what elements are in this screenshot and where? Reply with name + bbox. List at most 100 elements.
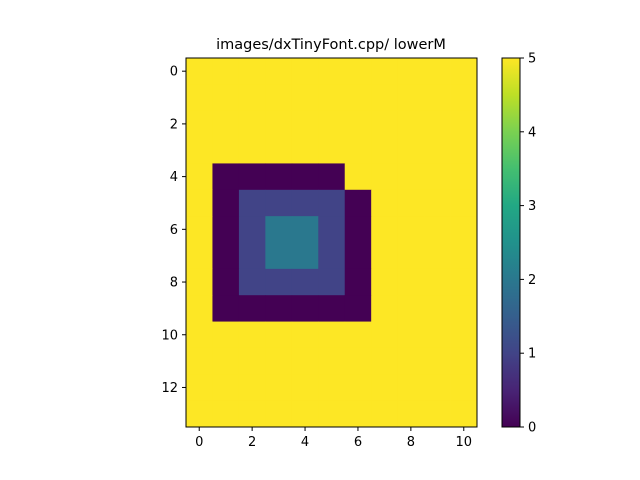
heatmap-cell: [238, 347, 266, 375]
y-tick-label: 6: [170, 223, 178, 238]
heatmap-cell: [291, 137, 319, 164]
heatmap-cell: [318, 110, 346, 138]
y-tick-label: 8: [170, 276, 178, 291]
heatmap-cell: [397, 295, 425, 322]
heatmap-cell: [397, 242, 425, 270]
heatmap-cell: [186, 321, 213, 349]
heatmap-cell: [450, 400, 478, 428]
heatmap-cell: [450, 110, 478, 138]
heatmap-cell: [291, 163, 319, 191]
heatmap-cell: [397, 137, 425, 164]
heatmap-cell: [212, 295, 240, 322]
heatmap-cell: [291, 110, 319, 138]
heatmap-cell: [265, 400, 293, 428]
heatmap-cell: [424, 321, 451, 349]
heatmap-cell: [186, 268, 213, 296]
heatmap-cell: [424, 137, 451, 164]
heatmap-cell: [186, 110, 213, 138]
heatmap-cell: [238, 295, 266, 322]
heatmap-cell: [371, 321, 399, 349]
plot-frame: [185, 57, 478, 428]
heatmap-cell: [186, 216, 213, 243]
heatmap-cell: [371, 374, 399, 402]
heatmap-cell: [291, 216, 319, 243]
heatmap-cell: [371, 58, 399, 85]
heatmap-cell: [186, 189, 213, 217]
heatmap-cell: [424, 400, 451, 428]
heatmap-cell: [186, 58, 213, 85]
y-tick-label: 0: [170, 65, 178, 80]
heatmap-cell: [397, 400, 425, 428]
heatmap-cell: [450, 58, 478, 85]
heatmap-cell: [450, 216, 478, 243]
heatmap-cell: [450, 347, 478, 375]
heatmap-cell: [450, 242, 478, 270]
heatmap-cell: [265, 84, 293, 112]
heatmap-cell: [318, 321, 346, 349]
heatmap-cell: [424, 163, 451, 191]
heatmap-cell: [212, 163, 240, 191]
heatmap-cell: [291, 374, 319, 402]
x-tick-label: 0: [195, 435, 203, 450]
heatmap-cell: [450, 374, 478, 402]
colorbar-tick-label: 3: [528, 199, 536, 214]
heatmap-cell: [238, 242, 266, 270]
heatmap-cell: [265, 216, 293, 243]
heatmap-cell: [265, 347, 293, 375]
heatmap-cell: [397, 163, 425, 191]
heatmap-cell: [238, 137, 266, 164]
heatmap-cell: [238, 163, 266, 191]
heatmap-cell: [265, 163, 293, 191]
heatmap-cell: [186, 84, 213, 112]
heatmap-cell: [318, 84, 346, 112]
colorbar-tick-label: 2: [528, 273, 536, 288]
heatmap-cell: [344, 216, 372, 243]
heatmap-cell: [371, 400, 399, 428]
heatmap-cell: [212, 189, 240, 217]
heatmap-cell: [397, 84, 425, 112]
heatmap-cell: [344, 189, 372, 217]
heatmap-cell: [318, 189, 346, 217]
heatmap-cell: [397, 268, 425, 296]
heatmap-cell: [424, 295, 451, 322]
heatmap-cells: [186, 58, 478, 428]
heatmap-cell: [238, 321, 266, 349]
y-tick-label: 10: [161, 328, 178, 343]
heatmap-cell: [371, 268, 399, 296]
x-axis: 0 2 4 6 8 10: [195, 427, 472, 450]
colorbar: [501, 57, 521, 428]
heatmap-cell: [344, 137, 372, 164]
heatmap-cell: [344, 84, 372, 112]
heatmap-cell: [424, 189, 451, 217]
heatmap-cell: [186, 347, 213, 375]
x-tick-label: 4: [301, 435, 309, 450]
heatmap-cell: [424, 374, 451, 402]
heatmap-cell: [344, 400, 372, 428]
heatmap-cell: [238, 216, 266, 243]
heatmap-cell: [318, 242, 346, 270]
heatmap-cell: [318, 58, 346, 85]
heatmap-cell: [450, 163, 478, 191]
heatmap-cell: [212, 242, 240, 270]
heatmap-cell: [291, 400, 319, 428]
heatmap-cell: [212, 137, 240, 164]
heatmap-cell: [424, 58, 451, 85]
colorbar-tick-label: 0: [528, 421, 536, 436]
heatmap-cell: [265, 321, 293, 349]
heatmap-cell: [318, 374, 346, 402]
heatmap-cell: [186, 163, 213, 191]
heatmap-cell: [265, 58, 293, 85]
heatmap-cell: [212, 347, 240, 375]
heatmap-cell: [212, 400, 240, 428]
heatmap-cell: [450, 137, 478, 164]
heatmap-cell: [238, 58, 266, 85]
heatmap-cell: [344, 242, 372, 270]
heatmap-cell: [424, 268, 451, 296]
heatmap-cell: [212, 110, 240, 138]
heatmap-cell: [186, 295, 213, 322]
heatmap-cell: [344, 295, 372, 322]
heatmap-cell: [424, 84, 451, 112]
colorbar-tick-label: 5: [528, 52, 536, 67]
colorbar-axis: 0 1 2 3 4 5: [520, 52, 536, 436]
heatmap-cell: [291, 321, 319, 349]
